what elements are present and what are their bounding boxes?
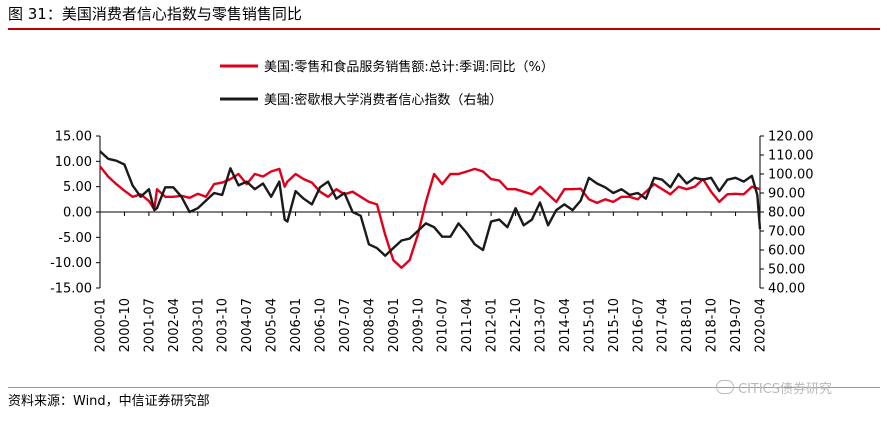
left-tick-label: 15.00 [55,130,92,145]
source-rule [8,387,880,388]
right-tick-label: 100.00 [768,168,814,183]
x-tick-label: 2015-01 [582,298,597,352]
left-tick-label: -10.00 [50,256,92,271]
left-tick-label: 10.00 [55,155,92,170]
x-tick-label: 2018-01 [680,298,695,352]
right-tick-label: 60.00 [768,244,805,259]
right-tick-label: 70.00 [768,225,805,240]
right-tick-label: 120.00 [768,130,814,145]
x-tick-label: 2015-10 [607,298,622,352]
x-tick-label: 2006-01 [289,298,304,352]
chart: 美国:零售和食品服务销售额:总计:季调:同比（%） 美国:密歇根大学消费者信心指数… [50,59,813,353]
left-tick-label: -5.00 [58,231,92,246]
consumer-sentiment-line [99,150,762,257]
x-tick-label: 2005-04 [265,298,280,352]
right-tick-label: 80.00 [768,206,805,221]
right-tick-label: 110.00 [768,149,814,164]
x-tick-label: 2009-01 [387,298,402,352]
watermark-text: CITICS债券研究 [738,382,833,397]
x-tick-label: 2012-10 [509,298,524,352]
x-tick-label: 2010-07 [436,298,451,352]
legend-label: 美国:零售和食品服务销售额:总计:季调:同比（%） [264,59,554,75]
right-tick-label: 40.00 [768,282,805,297]
x-tick-label: 2011-04 [460,298,475,352]
x-tick-label: 2018-10 [705,298,720,352]
legend: 美国:零售和食品服务销售额:总计:季调:同比（%） 美国:密歇根大学消费者信心指数… [220,59,554,108]
x-tick-label: 2012-01 [485,298,500,352]
x-tick-label: 2002-04 [167,298,182,352]
x-tick-label: 2014-04 [558,298,573,352]
x-tick-label: 2006-10 [314,298,329,352]
right-tick-label: 90.00 [768,187,805,202]
x-tick-label: 2007-07 [338,298,353,352]
title-rule [8,28,880,30]
x-tick-label: 2000-01 [94,298,109,352]
x-tick-label: 2001-07 [142,298,157,352]
series-lines [99,150,762,269]
x-tick-label: 2000-10 [118,298,133,352]
right-tick-label: 50.00 [768,263,805,278]
x-tick-label: 2004-07 [240,298,255,352]
x-tick-label: 2008-04 [362,298,377,352]
watermark: CITICS债券研究 [716,378,832,397]
source-note: 资料来源：Wind，中信证券研究部 [8,394,210,409]
figure-title: 图 31：美国消费者信心指数与零售销售同比 [8,5,302,23]
x-tick-label: 2016-07 [631,298,646,352]
x-tick-label: 2017-04 [656,298,671,352]
x-tick-label: 2009-10 [411,298,426,352]
x-tick-label: 2003-01 [191,298,206,352]
wechat-icon [716,380,734,394]
legend-label: 美国:密歇根大学消费者信心指数（右轴） [264,92,502,108]
axes: 15.00 10.00 5.00 0.00 -5.00 -10.00 -15.00 120.0… [50,130,813,353]
retail-sales-line [99,165,761,269]
x-tick-label: 2013-07 [534,298,549,352]
left-tick-label: 0.00 [63,206,92,221]
x-tick-label: 2020-04 [754,298,769,352]
left-tick-label: -15.00 [50,282,92,297]
left-tick-label: 5.00 [63,180,92,195]
x-tick-label: 2003-10 [216,298,231,352]
x-tick-label: 2019-07 [729,298,744,352]
